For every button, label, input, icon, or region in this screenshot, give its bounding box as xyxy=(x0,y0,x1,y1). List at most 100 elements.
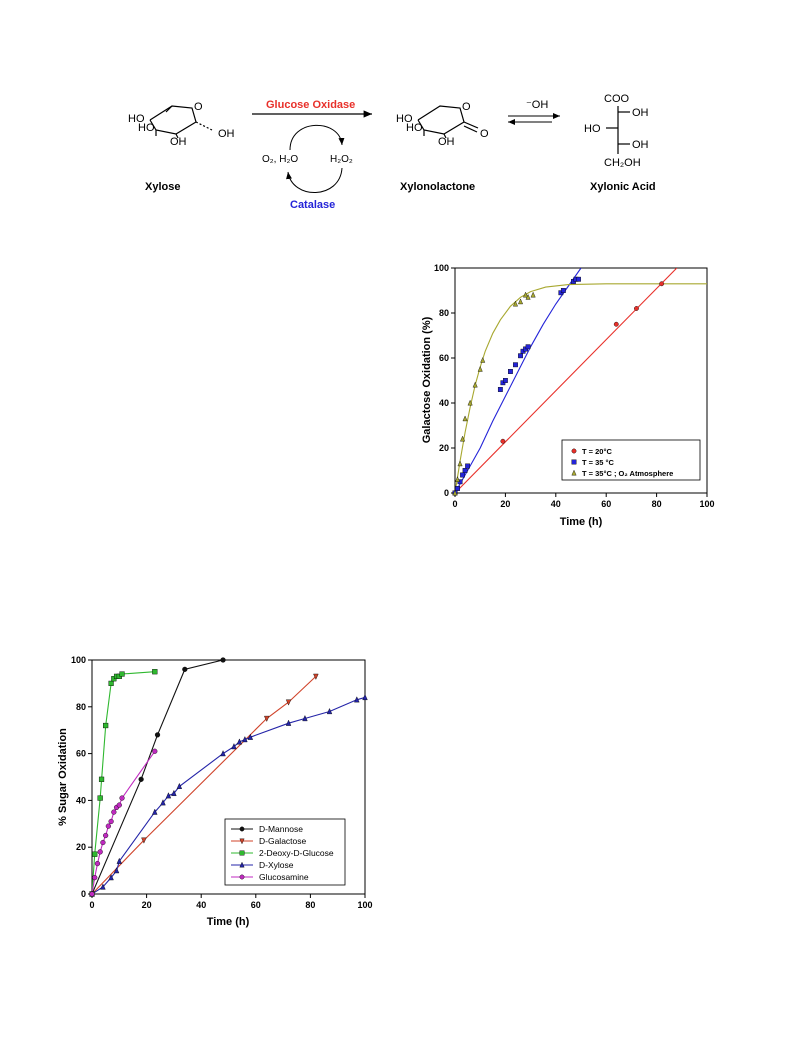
data-point-series-3 xyxy=(220,750,226,757)
x-tick-label: 100 xyxy=(357,900,372,910)
xylose-oh-right: OH xyxy=(218,128,235,140)
y-tick-label: 80 xyxy=(76,702,86,712)
cycle-arc-top xyxy=(289,124,345,151)
xylose-structure xyxy=(149,105,213,139)
data-point-series-3 xyxy=(116,857,123,864)
data-point-series-2 xyxy=(152,669,158,675)
data-point-series-1 xyxy=(525,344,531,350)
data-point-series-0 xyxy=(634,306,639,311)
chart2-plot-frame xyxy=(91,659,366,895)
chart2-x-axis-label: Time (h) xyxy=(207,916,250,928)
chart2-legend: D-Mannose D-Galactose 2-Deoxy-D-Glucose D-X… xyxy=(224,818,346,886)
data-point-series-3 xyxy=(247,733,254,740)
data-point-series-4 xyxy=(103,832,109,839)
y-tick-label: 0 xyxy=(81,889,86,899)
lactone-ho-mid: HO xyxy=(406,122,423,134)
data-point-series-2 xyxy=(92,851,98,857)
enzyme-bottom-label: Catalase xyxy=(290,199,335,211)
data-point-series-0 xyxy=(182,666,188,672)
acid-oh-3: OH xyxy=(632,139,649,151)
y-tick-label: 100 xyxy=(71,655,86,665)
x-tick-label: 0 xyxy=(452,499,457,509)
data-point-series-4 xyxy=(89,891,95,897)
lactone-ring-o: O xyxy=(462,101,471,113)
y-tick-label: 80 xyxy=(439,308,449,318)
series-line-2 xyxy=(455,283,707,493)
data-point-series-3 xyxy=(171,789,177,796)
data-point-series-3 xyxy=(231,743,237,750)
legend-label: T = 20°C xyxy=(582,447,612,456)
x-tick-label: 80 xyxy=(652,499,662,509)
data-point-series-2 xyxy=(119,671,125,677)
data-point-series-2 xyxy=(530,291,536,298)
data-point-series-1 xyxy=(465,463,470,469)
data-point-series-2 xyxy=(97,795,103,801)
x-tick-label: 20 xyxy=(500,499,510,509)
data-point-series-4 xyxy=(105,823,111,829)
chart2-data-points xyxy=(89,657,368,898)
cycle-arc-bottom xyxy=(286,167,343,193)
data-point-series-1 xyxy=(497,387,503,392)
data-point-series-4 xyxy=(119,795,125,801)
data-point-series-1 xyxy=(508,369,513,374)
data-point-series-1 xyxy=(518,353,523,359)
xylose-name: Xylose xyxy=(145,181,180,193)
data-point-series-3 xyxy=(160,799,166,806)
legend-marker xyxy=(571,469,577,476)
data-point-series-0 xyxy=(220,657,226,663)
data-point-series-3 xyxy=(362,693,368,701)
reaction-scheme: HO HO OH OH O Xylose Glucose Oxidase O₂,… xyxy=(128,93,656,211)
y-tick-label: 20 xyxy=(439,443,449,453)
data-point-series-3 xyxy=(113,867,120,874)
legend-label: D-Xylose xyxy=(259,860,294,870)
data-point-series-1 xyxy=(560,288,566,293)
enzyme-top-label: Glucose Oxidase xyxy=(266,99,355,111)
series-line-0 xyxy=(455,268,678,493)
xylose-oh-bottom: OH xyxy=(170,136,187,148)
chart1-fit-lines xyxy=(455,268,707,493)
xylonic-acid-name: Xylonic Acid xyxy=(590,181,656,193)
data-point-series-2 xyxy=(103,722,109,729)
y-tick-label: 40 xyxy=(439,398,449,408)
data-point-series-2 xyxy=(525,293,531,300)
data-point-series-2 xyxy=(467,399,473,406)
acid-oh-1: OH xyxy=(632,107,649,119)
data-point-series-4 xyxy=(111,809,117,815)
lactone-oh-bottom: OH xyxy=(438,136,455,148)
data-point-series-2 xyxy=(98,776,105,782)
xylonolactone-structure xyxy=(417,105,479,139)
data-point-series-0 xyxy=(154,732,161,738)
data-point-series-2 xyxy=(460,435,466,442)
legend-marker xyxy=(239,850,245,856)
chart2-legend-box xyxy=(224,818,346,886)
cycle-right-cofactor: H₂O₂ xyxy=(330,154,353,165)
legend-marker xyxy=(571,459,577,465)
data-point-series-2 xyxy=(452,489,458,496)
x-tick-label: 60 xyxy=(251,900,261,910)
chart1-x-axis-label: Time (h) xyxy=(560,516,603,528)
legend-label: D-Galactose xyxy=(259,836,307,846)
data-point-series-1 xyxy=(576,276,581,282)
data-point-series-2 xyxy=(462,415,468,422)
x-tick-label: 0 xyxy=(89,900,94,910)
data-point-series-2 xyxy=(455,476,461,482)
chart2-y-axis-label: % Sugar Oxidation xyxy=(57,728,69,826)
cycle-left-cofactor: O₂, H₂O xyxy=(262,154,298,165)
data-point-series-0 xyxy=(138,776,144,782)
series-line-1 xyxy=(455,268,582,493)
series-line-0 xyxy=(92,660,224,894)
legend-marker xyxy=(571,448,577,454)
data-point-series-1 xyxy=(285,699,292,706)
data-point-series-3 xyxy=(108,874,114,881)
x-tick-label: 80 xyxy=(305,900,315,910)
legend-marker xyxy=(239,861,245,868)
acid-ch2oh: CH₂OH xyxy=(604,157,641,169)
data-point-series-1 xyxy=(141,837,147,844)
data-point-series-3 xyxy=(165,792,172,799)
data-point-series-2 xyxy=(472,381,478,388)
y-tick-label: 0 xyxy=(444,488,449,498)
data-point-series-3 xyxy=(100,883,106,890)
chart1-legend-box xyxy=(561,439,701,481)
xylose-ho-mid: HO xyxy=(138,122,155,134)
chart1-y-axis-label: Galactose Oxidation (%) xyxy=(421,316,433,443)
